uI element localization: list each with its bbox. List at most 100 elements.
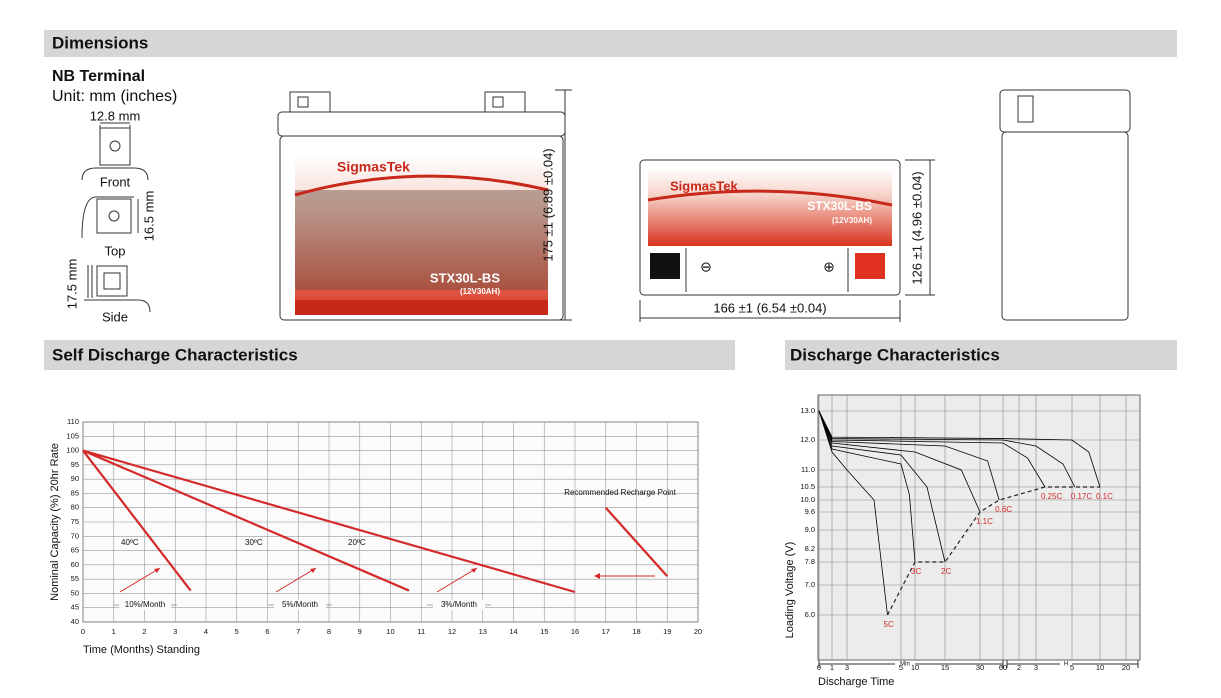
y-tick-label: 110	[67, 417, 79, 426]
terminal-drawings	[81, 122, 151, 313]
data-line	[818, 410, 888, 616]
time-brackets	[818, 660, 1139, 668]
y-tick-label: 10.0	[800, 495, 815, 504]
model: STX30L-BS	[430, 270, 500, 285]
x-tick-label: 5	[235, 627, 239, 636]
dimension: 175 ±1 (6.89 ±0.04)	[540, 148, 555, 261]
arrow-head	[310, 568, 316, 573]
x-axis-label: Time (Months) Standing	[83, 644, 200, 656]
annotation: 3%/Month	[441, 600, 477, 609]
label-bg	[119, 600, 171, 610]
x-tick-label: 3	[173, 627, 177, 636]
y-tick-label: 10.5	[800, 482, 815, 491]
section-bar	[44, 30, 1177, 57]
annotation: 5%/Month	[282, 600, 318, 609]
y-tick-label: 7.8	[805, 557, 815, 566]
y-tick-label: 90	[71, 474, 79, 483]
x-tick-label: 10	[386, 627, 394, 636]
data-line	[604, 506, 669, 578]
section-title: Self Discharge Characteristics	[52, 345, 298, 364]
section-title: Discharge Characteristics	[790, 345, 1000, 364]
series-label: 40ºC	[121, 538, 139, 547]
arrow-head	[154, 568, 160, 573]
y-tick-label: 12.0	[800, 435, 815, 444]
dimension: 16.5 mm	[141, 191, 156, 242]
series-label: Recommended Recharge Point	[564, 488, 676, 497]
series-label: 0.6C	[995, 505, 1012, 514]
label-bg	[433, 600, 485, 610]
brand: SigmasTek	[337, 159, 410, 175]
x-tick-label: 5	[1070, 663, 1074, 672]
x-tick-label: 13	[479, 627, 487, 636]
label-bg	[274, 600, 326, 610]
data-line	[818, 410, 1000, 501]
series-label: 0.1C	[1096, 492, 1113, 501]
x-tick-label: 18	[632, 627, 640, 636]
x-axis-label: Discharge Time	[818, 676, 894, 688]
arrow	[436, 567, 478, 593]
x-tick-label: 0	[817, 663, 821, 672]
x-tick-label: 16	[571, 627, 579, 636]
x-tick-label: 2	[1017, 663, 1021, 672]
x-tick-label: 20	[694, 627, 702, 636]
section-bar	[785, 340, 1177, 370]
x-tick-label: 9	[358, 627, 362, 636]
view-label: Top	[105, 243, 126, 258]
battery-side	[999, 89, 1131, 321]
arrow-head	[594, 573, 600, 579]
x-tick-label: 15	[941, 663, 949, 672]
x-tick-label: 3	[1034, 663, 1038, 672]
x-tick-label: 1	[112, 627, 116, 636]
model: STX30L-BS	[807, 199, 872, 213]
arrow	[119, 567, 161, 593]
y-tick-label: 9.0	[805, 525, 815, 534]
x-tick-label: 11	[417, 627, 425, 636]
y-tick-label: 65	[71, 546, 79, 555]
x-tick-label: 30	[976, 663, 984, 672]
y-tick-label: 11.0	[801, 465, 815, 474]
terminal-title: NB Terminal	[52, 68, 145, 85]
series-label: 3C	[911, 567, 921, 576]
x-tick-label: 5	[899, 663, 903, 672]
data-line	[818, 410, 916, 563]
data-line	[82, 449, 576, 594]
rating: (12V30AH)	[460, 287, 500, 296]
dimension: 126 ±1 (4.96 ±0.04)	[909, 171, 924, 284]
unit: Unit: mm (inches)	[52, 88, 177, 105]
y-tick-label: 8.2	[805, 544, 815, 553]
y-tick-label: 7.0	[805, 580, 815, 589]
unit-label: Min	[900, 662, 910, 668]
x-tick-label: 7	[296, 627, 300, 636]
y-tick-label: 6.0	[805, 610, 815, 619]
y-tick-label: 75	[71, 517, 79, 526]
arrow	[275, 567, 317, 593]
series-label: 20ºC	[348, 538, 366, 547]
x-tick-label: 0	[81, 627, 85, 636]
x-tick-label: 10	[1096, 663, 1104, 672]
terminal-symbol: ⊖	[700, 259, 712, 275]
end-line	[886, 486, 1100, 616]
x-tick-label: 10	[911, 663, 919, 672]
annotation: 10%/Month	[125, 600, 165, 609]
data-line	[818, 410, 1076, 488]
series-label: 1.1C	[976, 517, 993, 526]
section-title: Dimensions	[52, 33, 148, 52]
view-label: Front	[100, 174, 131, 189]
y-axis-label: Loading Voltage (V)	[784, 542, 796, 639]
arrow-head	[471, 568, 477, 573]
series-label: 0.25C	[1041, 492, 1063, 501]
data-line	[818, 410, 1101, 488]
x-tick-label: 1	[830, 663, 834, 672]
x-tick-label: 17	[602, 627, 610, 636]
data-line	[818, 410, 946, 563]
x-tick-label: 15	[540, 627, 548, 636]
y-tick-label: 50	[71, 588, 79, 597]
series-label: 0.17C	[1071, 492, 1093, 501]
y-tick-label: 100	[66, 446, 79, 455]
x-tick-label: 8	[327, 627, 331, 636]
x-tick-label: 12	[448, 627, 456, 636]
plot-area	[817, 394, 1141, 661]
x-tick-label: 20	[1122, 663, 1130, 672]
y-tick-label: 85	[71, 488, 79, 497]
